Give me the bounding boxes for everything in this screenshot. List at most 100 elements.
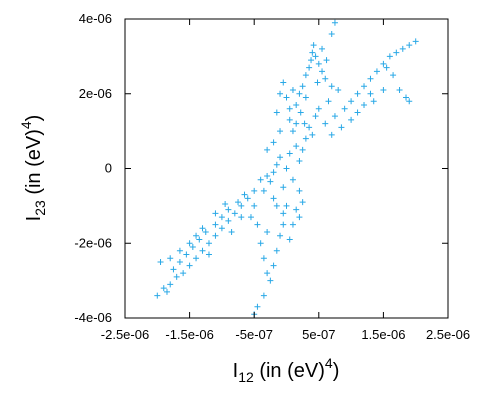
data-point — [264, 146, 271, 153]
data-point — [163, 288, 170, 295]
data-point — [406, 98, 413, 105]
data-point — [380, 87, 387, 94]
x-tick-label: -2.5e-06 — [101, 327, 149, 342]
y-tick: -4e-06 — [74, 310, 448, 325]
data-point — [328, 30, 335, 37]
data-point — [367, 75, 374, 82]
data-point — [238, 202, 245, 209]
data-point — [406, 42, 413, 49]
data-point — [390, 72, 397, 79]
data-point — [283, 94, 290, 101]
data-point — [180, 270, 187, 277]
data-point — [244, 195, 251, 202]
y-tick-label: -2e-06 — [74, 235, 112, 250]
data-point — [273, 161, 280, 168]
data-point — [286, 236, 293, 243]
data-point — [331, 113, 338, 120]
y-tick: 2e-06 — [79, 86, 448, 101]
y-tick-label: 2e-06 — [79, 86, 112, 101]
data-point — [160, 285, 167, 292]
y-tick: 4e-06 — [79, 11, 448, 26]
data-point — [280, 221, 287, 228]
data-point — [293, 206, 300, 213]
x-tick-label: 5e-07 — [302, 327, 335, 342]
data-point — [267, 277, 274, 284]
data-point — [293, 143, 300, 150]
data-point — [277, 154, 284, 161]
data-point — [212, 221, 219, 228]
data-point — [299, 83, 306, 90]
data-point — [264, 172, 271, 179]
data-point — [235, 199, 242, 206]
data-point — [308, 57, 315, 64]
data-point — [260, 255, 267, 262]
data-point — [277, 232, 284, 239]
x-tick: 5e-07 — [302, 19, 335, 342]
data-point — [283, 165, 290, 172]
data-point — [260, 187, 267, 194]
data-point — [323, 57, 330, 64]
data-point — [338, 124, 345, 131]
data-point — [154, 292, 161, 299]
data-points — [154, 19, 419, 318]
x-tick: 2.5e-06 — [426, 19, 470, 342]
data-point — [193, 255, 200, 262]
y-axis-label: I23 (in (eV)4) — [18, 115, 48, 222]
data-point — [341, 105, 348, 112]
data-point — [277, 90, 284, 97]
data-point — [280, 210, 287, 217]
data-point — [205, 251, 212, 258]
data-point — [273, 202, 280, 209]
data-point — [228, 229, 235, 236]
data-point — [212, 210, 219, 217]
data-point — [302, 72, 309, 79]
data-point — [296, 187, 303, 194]
data-point — [309, 131, 316, 138]
data-point — [260, 292, 267, 299]
data-point — [328, 83, 335, 90]
data-point — [205, 240, 212, 247]
data-point — [299, 146, 306, 153]
data-point — [296, 214, 303, 221]
data-point — [170, 266, 177, 273]
data-point — [315, 60, 322, 67]
data-point — [289, 176, 296, 183]
x-axis-label: I12 (in (eV)4) — [233, 355, 340, 385]
data-point — [199, 225, 206, 232]
data-point — [331, 19, 338, 26]
data-point — [186, 262, 193, 269]
data-point — [183, 251, 190, 258]
data-point — [370, 98, 377, 105]
data-point — [399, 45, 406, 52]
data-point — [238, 214, 245, 221]
data-point — [264, 270, 271, 277]
axis-ticks: -2.5e-06 -1.5e-06 -5e-07 5e-07 1.5e-06 2.5e-0… — [74, 11, 470, 342]
data-point — [167, 255, 174, 262]
data-point — [273, 109, 280, 116]
data-point — [322, 120, 329, 127]
data-point — [264, 229, 271, 236]
data-point — [283, 202, 290, 209]
data-point — [383, 64, 390, 71]
y-tick-label: 4e-06 — [79, 11, 112, 26]
y-tick: 0 — [105, 161, 448, 176]
data-point — [157, 258, 164, 265]
x-tick: -5e-07 — [235, 19, 273, 342]
data-point — [403, 94, 410, 101]
data-point — [306, 124, 313, 131]
data-point — [218, 225, 225, 232]
data-point — [312, 53, 319, 60]
data-point — [296, 158, 303, 165]
data-point — [302, 135, 309, 142]
data-point — [309, 49, 316, 56]
data-point — [361, 101, 368, 108]
data-point — [297, 109, 304, 116]
data-point — [186, 240, 193, 247]
data-point — [314, 79, 321, 86]
data-point — [280, 79, 287, 86]
data-point — [286, 105, 293, 112]
data-point — [222, 201, 229, 208]
data-point — [225, 206, 232, 213]
data-point — [315, 105, 322, 112]
